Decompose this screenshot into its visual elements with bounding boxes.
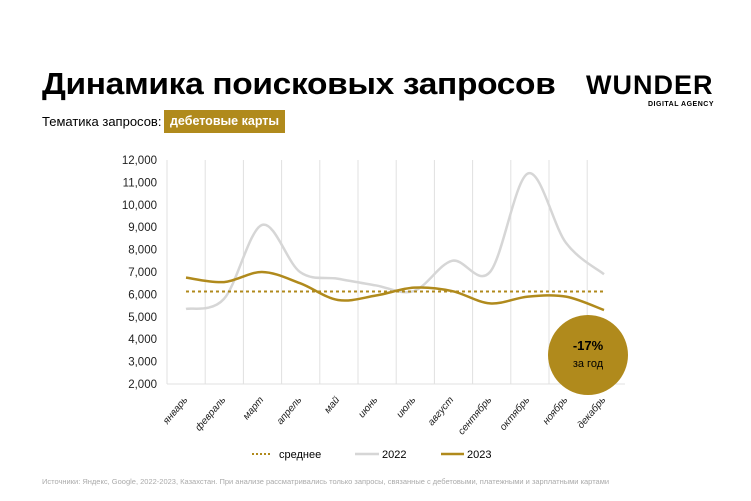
y-tick-label: 4,000: [128, 334, 157, 346]
x-tick-label: апрель: [275, 395, 304, 427]
x-tick-label: август: [426, 395, 456, 428]
x-tick-label: октябрь: [497, 394, 532, 433]
y-tick-label: 5,000: [128, 312, 157, 324]
x-tick-label: сентябрь: [455, 394, 494, 437]
y-tick-label: 12,000: [122, 155, 157, 167]
series-2023-line: [185, 270, 605, 312]
topic-label: Тематика запросов:: [42, 114, 162, 129]
logo-subtitle: DIGITAL AGENCY: [648, 101, 714, 108]
logo: WUNDER: [586, 70, 714, 100]
legend-average-label: среднее: [279, 449, 321, 461]
legend-2023-label: 2023: [467, 449, 491, 461]
source-note: Источники: Яндекс, Google, 2022-2023, Ка…: [42, 477, 610, 486]
legend-2022-label: 2022: [382, 449, 406, 461]
annotation-circle: [548, 315, 628, 395]
x-tick-label: март: [241, 395, 266, 422]
x-tick-label: май: [322, 395, 342, 416]
page-title: Динамика поисковых запросов: [42, 66, 556, 101]
topic-badge: дебетовые карты: [164, 110, 286, 133]
y-tick-label: 11,000: [123, 177, 157, 189]
y-tick-label: 3,000: [128, 357, 157, 369]
y-tick-label: 6,000: [128, 289, 157, 301]
x-tick-label: июль: [395, 395, 419, 420]
x-tick-label: декабрь: [575, 394, 609, 431]
x-tick-label: январь: [161, 395, 191, 428]
x-tick-label: ноябрь: [540, 394, 570, 427]
y-tick-label: 10,000: [122, 200, 157, 212]
series-2022-line: [185, 172, 605, 311]
y-tick-label: 8,000: [128, 245, 157, 257]
annotation-text: за год: [573, 358, 604, 370]
x-tick-label: февраль: [193, 394, 229, 433]
y-tick-label: 9,000: [128, 222, 157, 234]
y-tick-label: 2,000: [128, 379, 157, 391]
y-tick-label: 7,000: [128, 267, 157, 279]
x-tick-label: июнь: [357, 395, 381, 420]
annotation-value: -17%: [573, 338, 604, 353]
